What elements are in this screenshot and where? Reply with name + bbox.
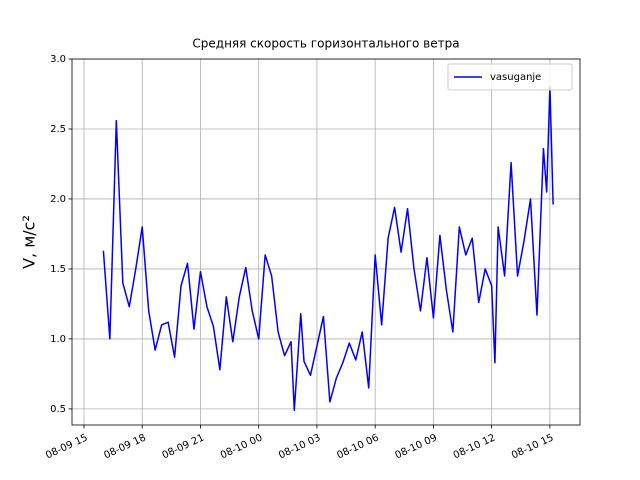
y-tick-label: 1.5 [50, 264, 66, 275]
data-line [102, 86, 554, 412]
y-tick-label: 0.5 [50, 404, 66, 415]
y-tick-label: 2.0 [50, 194, 66, 205]
legend: vasuganje [447, 63, 573, 91]
y-tick-label: 1.0 [50, 334, 66, 345]
legend-box [447, 63, 573, 91]
plot-frame [71, 58, 581, 426]
chart-title: Средняя скорость горизонтального ветра [192, 37, 459, 51]
y-axis-label: V, м/с² [20, 215, 39, 269]
y-tick-label: 3.0 [50, 54, 66, 65]
y-tick-label: 2.5 [50, 124, 66, 135]
legend-label: vasuganje [490, 72, 541, 83]
